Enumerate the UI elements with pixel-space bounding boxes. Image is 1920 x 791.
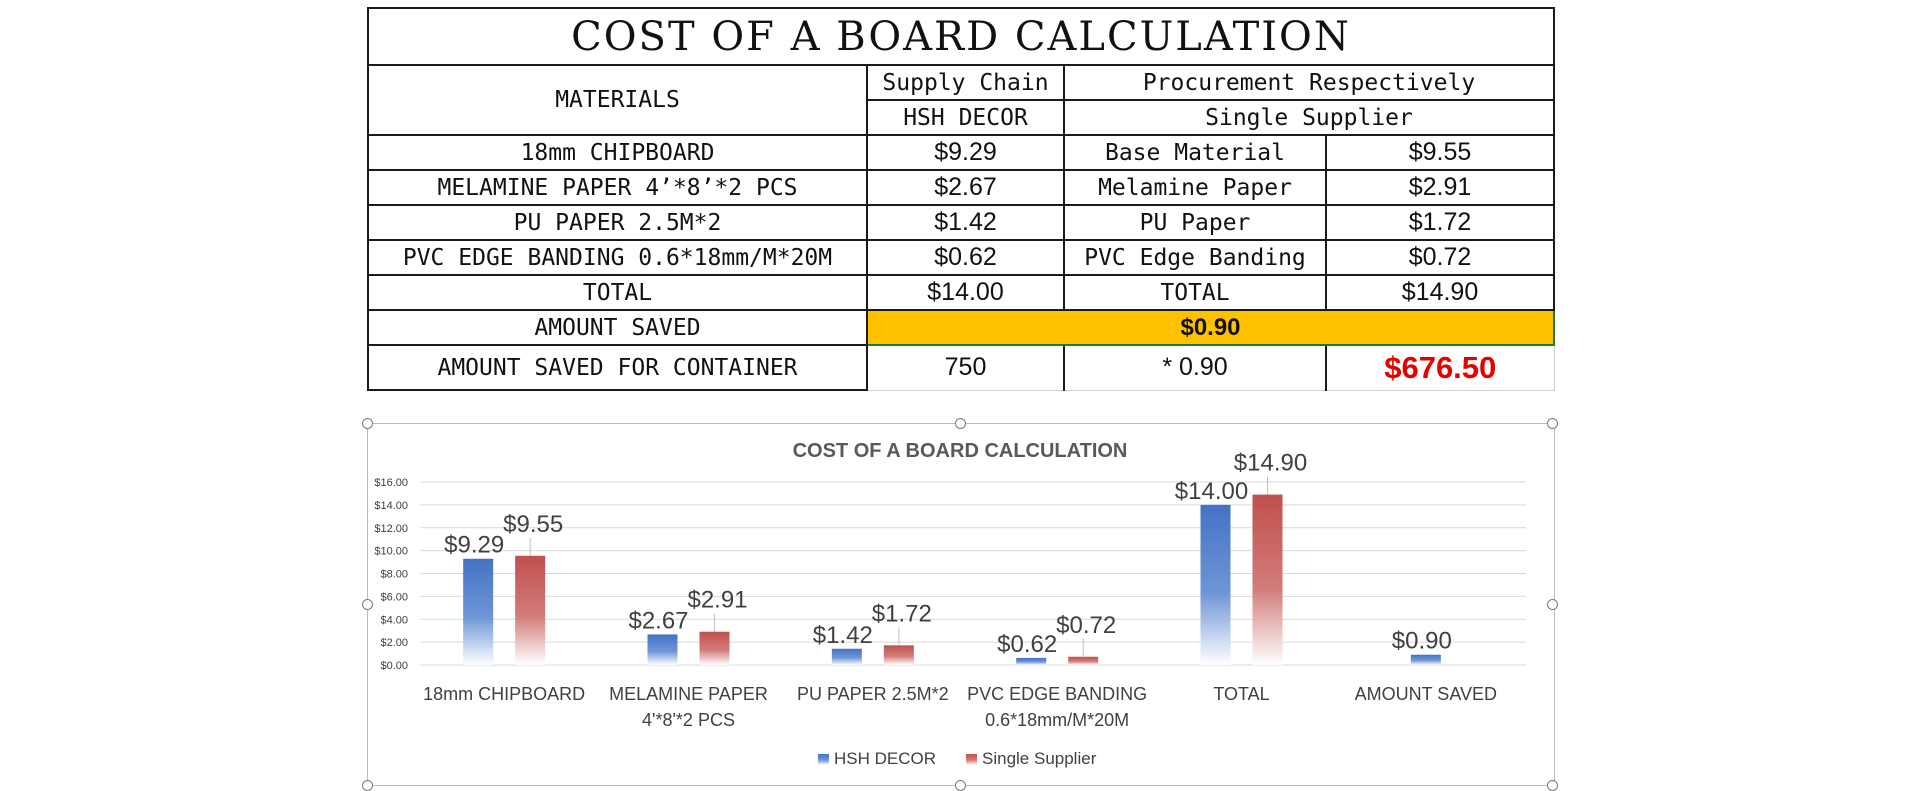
y-tick-label: $0.00 [380,660,408,672]
y-tick-label: $6.00 [380,591,408,603]
item-cell[interactable]: PVC Edge Banding [1063,239,1327,276]
category-label: 0.6*18mm/M*20M [985,710,1129,730]
category-label: TOTAL [1213,684,1269,704]
hsh-decor-header[interactable]: HSH DECOR [866,99,1065,136]
resize-handle-top-left[interactable] [362,418,373,429]
procurement-header[interactable]: Procurement Respectively [1063,64,1555,101]
item-cell[interactable]: Melamine Paper [1063,169,1327,206]
container-total-cell[interactable]: $676.50 [1325,344,1555,391]
data-label: $9.29 [444,532,504,559]
data-label: $2.91 [687,587,747,614]
single-supplier-header[interactable]: Single Supplier [1063,99,1555,136]
category-label: AMOUNT SAVED [1355,684,1497,704]
single-cost-cell[interactable]: $9.55 [1325,134,1555,171]
bar-hsh-decor[interactable] [1016,657,1047,665]
bar-single-supplier[interactable] [1068,656,1099,665]
category-label: 18mm CHIPBOARD [423,684,585,704]
hsh-cost-cell[interactable]: $9.29 [866,134,1065,171]
supply-chain-header[interactable]: Supply Chain [866,64,1065,101]
cost-table: COST OF A BOARD CALCULATION MATERIALS Su… [367,7,1555,391]
category-label: MELAMINE PAPER [609,684,768,704]
y-tick-label: $8.00 [380,569,408,581]
bar-single-supplier[interactable] [1252,494,1283,665]
bar-chart: COST OF A BOARD CALCULATION $0.00 $2.00 $4… [374,440,1526,768]
bar-hsh-decor[interactable] [831,648,862,665]
container-mult-cell[interactable]: * 0.90 [1063,344,1327,391]
data-label: $0.90 [1392,628,1452,655]
item-cell[interactable]: Base Material [1063,134,1327,171]
legend-label-single: Single Supplier [982,749,1097,768]
data-label: $1.72 [872,600,932,627]
resize-handle-bottom-left[interactable] [362,780,373,791]
bar-single-supplier[interactable] [699,631,730,665]
bar-hsh-decor[interactable] [463,558,494,665]
resize-handle-bottom-right[interactable] [1547,780,1558,791]
hsh-cost-cell[interactable]: $0.62 [866,239,1065,276]
total-item-cell[interactable]: TOTAL [1063,274,1327,311]
category-label: PU PAPER 2.5M*2 [797,684,949,704]
chart-title: COST OF A BOARD CALCULATION [793,440,1128,462]
bar-hsh-decor[interactable] [1410,654,1441,665]
y-tick-label: $2.00 [380,637,408,649]
chart-legend: HSH DECOR Single Supplier [818,749,1097,768]
category-label: PVC EDGE BANDING [967,684,1147,704]
table-title[interactable]: COST OF A BOARD CALCULATION [367,7,1555,66]
y-tick-label: $14.00 [374,500,408,512]
material-cell[interactable]: MELAMINE PAPER 4’*8’*2 PCS [367,169,868,206]
data-label: $0.62 [997,631,1057,658]
cost-table-region: COST OF A BOARD CALCULATION MATERIALS Su… [367,7,1555,403]
data-label: $1.42 [813,622,873,649]
legend-label-hsh: HSH DECOR [834,749,936,768]
data-label: $0.72 [1056,612,1116,639]
container-label[interactable]: AMOUNT SAVED FOR CONTAINER [367,344,868,391]
y-tick-label: $4.00 [380,614,408,626]
bar-hsh-decor[interactable] [1200,504,1231,665]
hsh-total-cell[interactable]: $14.00 [866,274,1065,311]
data-label: $9.55 [503,511,563,538]
item-cell[interactable]: PU Paper [1063,204,1327,241]
y-tick-label: $12.00 [374,523,408,535]
material-cell[interactable]: PU PAPER 2.5M*2 [367,204,868,241]
bar-hsh-decor[interactable] [647,634,678,665]
category-label: 4'*8'*2 PCS [642,710,735,730]
resize-handle-top[interactable] [955,418,966,429]
hsh-cost-cell[interactable]: $2.67 [866,169,1065,206]
single-total-cell[interactable]: $14.90 [1325,274,1555,311]
materials-header[interactable]: MATERIALS [367,64,868,136]
data-label: $2.67 [628,607,688,634]
resize-handle-left[interactable] [362,599,373,610]
bar-single-supplier[interactable] [515,555,546,665]
hsh-cost-cell[interactable]: $1.42 [866,204,1065,241]
amount-saved-value[interactable]: $0.90 [866,309,1555,346]
data-label: $14.90 [1234,450,1307,477]
total-label-cell[interactable]: TOTAL [367,274,868,311]
container-qty-cell[interactable]: 750 [866,344,1065,391]
material-cell[interactable]: 18mm CHIPBOARD [367,134,868,171]
legend-swatch-hsh [818,754,829,765]
single-cost-cell[interactable]: $2.91 [1325,169,1555,206]
chart-object[interactable]: COST OF A BOARD CALCULATION $0.00 $2.00 $4… [367,423,1555,786]
y-tick-label: $10.00 [374,546,408,558]
resize-handle-right[interactable] [1547,599,1558,610]
amount-saved-label[interactable]: AMOUNT SAVED [367,309,868,346]
resize-handle-top-right[interactable] [1547,418,1558,429]
resize-handle-bottom[interactable] [955,780,966,791]
single-cost-cell[interactable]: $1.72 [1325,204,1555,241]
data-label: $14.00 [1175,478,1248,505]
single-cost-cell[interactable]: $0.72 [1325,239,1555,276]
y-tick-label: $16.00 [374,477,408,489]
bar-single-supplier[interactable] [883,645,914,665]
material-cell[interactable]: PVC EDGE BANDING 0.6*18mm/M*20M [367,239,868,276]
legend-swatch-single [966,754,977,765]
